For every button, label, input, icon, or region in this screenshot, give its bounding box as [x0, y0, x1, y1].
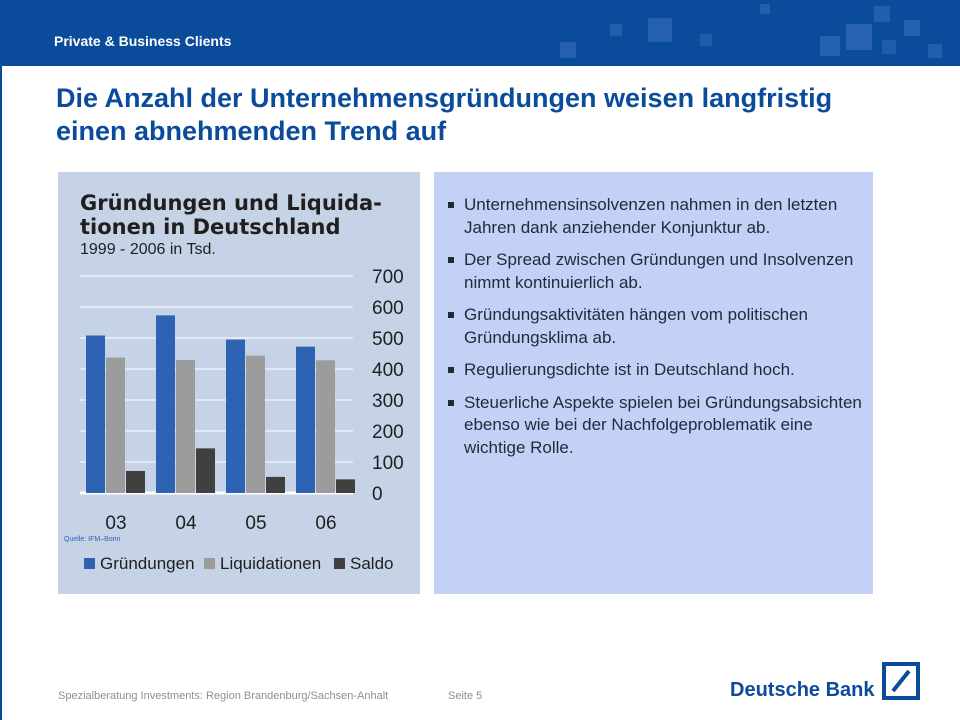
bullet-list: Unternehmensinsolvenzen nahmen in den le… — [434, 172, 873, 459]
bar-gründungen — [156, 315, 175, 493]
bullet-text: Regulierungsdichte ist in Deutschland ho… — [464, 360, 795, 379]
legend-swatch — [204, 558, 215, 569]
bullet-item: Steuerliche Aspekte spielen bei Gründung… — [448, 392, 863, 460]
header-decoration — [882, 40, 896, 54]
header-decoration — [560, 42, 576, 58]
header-decoration — [928, 44, 942, 58]
bullet-square-icon — [448, 399, 454, 406]
header-bar: Private & Business Clients — [0, 0, 960, 66]
header-decoration — [760, 4, 770, 14]
legend-swatch — [84, 558, 95, 569]
header-decoration — [904, 20, 920, 36]
x-tick-label: 04 — [175, 513, 197, 534]
chart-source: Quelle: IFM–Bonn — [64, 536, 121, 543]
chart-title-line1: Gründungen und Liquida- — [80, 191, 382, 215]
bullet-text: Gründungsaktivitäten hängen vom politisc… — [464, 305, 808, 347]
y-tick-label: 200 — [372, 422, 404, 443]
chart-panel: Gründungen und Liquida- tionen in Deutsc… — [58, 172, 420, 594]
bullet-item: Unternehmensinsolvenzen nahmen in den le… — [448, 194, 863, 239]
bar-gründungen — [226, 339, 245, 493]
bar-saldo — [266, 476, 285, 493]
bullet-text: Steuerliche Aspekte spielen bei Gründung… — [464, 392, 862, 457]
y-tick-label: 600 — [372, 298, 404, 319]
bar-saldo — [336, 479, 355, 493]
y-tick-label: 300 — [372, 391, 404, 412]
header-decoration — [648, 18, 672, 42]
bar-liquidationen — [176, 360, 195, 493]
bar-saldo — [196, 448, 215, 493]
bullet-text: Der Spread zwischen Gründungen und Insol… — [464, 250, 854, 292]
y-tick-label: 700 — [372, 267, 404, 288]
bullet-text: Unternehmensinsolvenzen nahmen in den le… — [464, 195, 838, 237]
bar-liquidationen — [246, 355, 265, 493]
header-decoration — [820, 36, 840, 56]
legend-label: Saldo — [350, 554, 393, 573]
header-decoration — [700, 34, 712, 46]
bar-gründungen — [86, 335, 105, 493]
x-tick-label: 06 — [315, 513, 336, 534]
y-tick-label: 100 — [372, 453, 404, 474]
bullet-square-icon — [448, 367, 454, 373]
bullet-square-icon — [448, 257, 454, 263]
left-rule — [0, 66, 2, 720]
bullet-square-icon — [448, 312, 454, 318]
header-decoration — [874, 6, 890, 22]
header-title: Private & Business Clients — [54, 33, 232, 49]
footer-caption: Spezialberatung Investments: Region Bran… — [58, 690, 389, 702]
brand-name: Deutsche Bank — [730, 679, 875, 701]
x-tick-label: 05 — [245, 513, 266, 534]
header-decoration — [846, 24, 872, 50]
bullet-item: Regulierungsdichte ist in Deutschland ho… — [448, 359, 863, 382]
slide-title: Die Anzahl der Unternehmensgründungen we… — [56, 83, 833, 146]
legend-swatch — [334, 558, 345, 569]
bullet-item: Der Spread zwischen Gründungen und Insol… — [448, 249, 863, 294]
bar-liquidationen — [106, 357, 125, 493]
chart-subtitle: 1999 - 2006 in Tsd. — [80, 241, 216, 258]
bullet-item: Gründungsaktivitäten hängen vom politisc… — [448, 304, 863, 349]
header-decoration — [610, 24, 622, 36]
bullet-panel: Unternehmensinsolvenzen nahmen in den le… — [434, 172, 873, 594]
y-tick-label: 0 — [372, 484, 383, 505]
deutsche-bank-logo — [882, 662, 920, 700]
chart-title-line2: tionen in Deutschland — [80, 215, 341, 239]
y-tick-label: 400 — [372, 360, 404, 381]
bar-liquidationen — [316, 360, 335, 493]
y-tick-label: 500 — [372, 329, 404, 350]
bar-saldo — [126, 470, 145, 493]
page-number: Seite 5 — [448, 690, 483, 702]
legend-label: Liquidationen — [220, 554, 321, 573]
x-tick-label: 03 — [105, 513, 126, 534]
bullet-square-icon — [448, 202, 454, 208]
bar-chart: Gründungen und Liquida- tionen in Deutsc… — [64, 191, 404, 573]
legend-label: Gründungen — [100, 554, 195, 573]
bar-gründungen — [296, 346, 315, 493]
